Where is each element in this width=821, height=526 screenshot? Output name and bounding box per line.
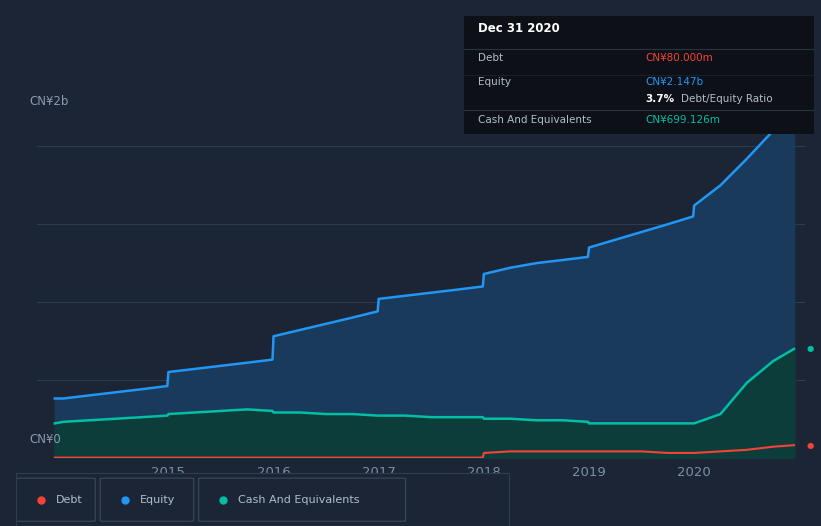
FancyBboxPatch shape — [100, 478, 194, 521]
Text: Debt/Equity Ratio: Debt/Equity Ratio — [681, 94, 773, 104]
Text: ●: ● — [806, 345, 814, 353]
Text: Dec 31 2020: Dec 31 2020 — [478, 22, 560, 35]
Text: Debt: Debt — [56, 494, 83, 505]
Text: 3.7%: 3.7% — [646, 94, 675, 104]
Text: Equity: Equity — [478, 77, 511, 87]
FancyBboxPatch shape — [16, 478, 95, 521]
Text: CN¥0: CN¥0 — [30, 433, 61, 447]
Text: CN¥2b: CN¥2b — [30, 95, 69, 108]
Text: CN¥699.126m: CN¥699.126m — [646, 115, 721, 125]
Text: CN¥2.147b: CN¥2.147b — [646, 77, 704, 87]
Text: ●: ● — [806, 119, 814, 128]
Text: Equity: Equity — [140, 494, 175, 505]
FancyBboxPatch shape — [199, 478, 406, 521]
Text: ●: ● — [806, 441, 814, 450]
Text: Cash And Equivalents: Cash And Equivalents — [478, 115, 591, 125]
Text: CN¥80.000m: CN¥80.000m — [646, 53, 713, 64]
Text: Debt: Debt — [478, 53, 503, 64]
Text: Cash And Equivalents: Cash And Equivalents — [238, 494, 360, 505]
